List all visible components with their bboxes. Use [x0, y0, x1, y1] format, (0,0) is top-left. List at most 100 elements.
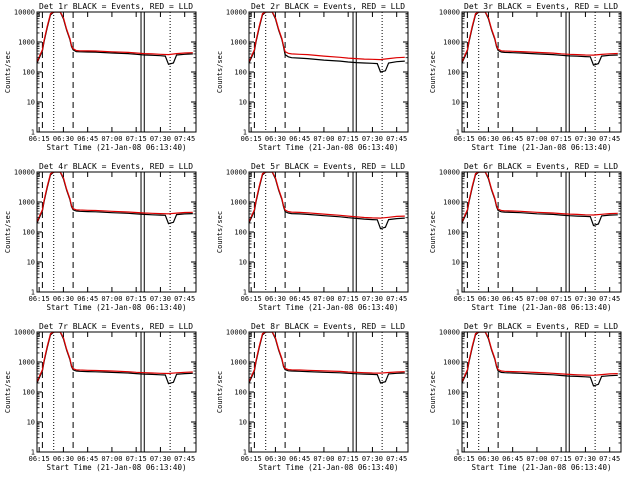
x-tick-label: 06:15: [29, 135, 50, 143]
x-tick-label: 06:30: [53, 455, 74, 463]
y-axis-label: Counts/sec: [4, 211, 12, 253]
x-tick-label: 07:45: [599, 135, 620, 143]
y-axis-label: Counts/sec: [429, 211, 437, 253]
y-tick-label: 1000: [230, 199, 247, 207]
y-tick-label: 10000: [14, 329, 35, 337]
lld-series-line: [37, 12, 193, 62]
x-tick-label: 07:30: [362, 135, 383, 143]
x-tick-label: 07:15: [551, 455, 572, 463]
x-axis-label: Start Time (21-Jan-08 06:13:40): [472, 463, 612, 472]
x-axis-label: Start Time (21-Jan-08 06:13:40): [472, 303, 612, 312]
x-tick-label: 06:30: [265, 455, 286, 463]
x-tick-label: 06:30: [53, 135, 74, 143]
x-tick-label: 07:45: [386, 455, 407, 463]
y-tick-label: 10000: [14, 9, 35, 17]
detector-panel-6: Det 6r BLACK = Events, RED = LLD 1 10 100 10…: [429, 162, 622, 312]
x-tick-label: 07:00: [526, 295, 547, 303]
y-tick-label: 1: [31, 449, 35, 457]
y-tick-label: 10: [452, 99, 460, 107]
y-axis-label: Counts/sec: [4, 371, 12, 413]
x-tick-label: 07:45: [386, 135, 407, 143]
y-tick-label: 100: [234, 229, 247, 237]
y-tick-label: 10: [239, 99, 247, 107]
x-tick-label: 06:45: [77, 295, 98, 303]
x-tick-label: 06:15: [454, 295, 475, 303]
x-tick-label: 07:30: [362, 295, 383, 303]
y-tick-label: 10000: [14, 169, 35, 177]
x-tick-label: 06:45: [289, 455, 310, 463]
x-tick-label: 06:30: [265, 295, 286, 303]
lld-series-line: [37, 172, 193, 222]
y-axis-label: Counts/sec: [429, 371, 437, 413]
x-tick-label: 06:45: [77, 135, 98, 143]
y-tick-label: 1000: [18, 359, 35, 367]
y-tick-label: 10: [27, 419, 35, 427]
x-tick-label: 06:45: [289, 135, 310, 143]
detector-panel-7: Det 7r BLACK = Events, RED = LLD 1 10 100 10…: [4, 322, 197, 472]
x-tick-label: 06:30: [478, 135, 499, 143]
panel-title: Det 7r BLACK = Events, RED = LLD: [39, 322, 193, 331]
x-tick-label: 07:30: [575, 295, 596, 303]
lld-series-line: [462, 12, 618, 62]
y-tick-label: 1000: [18, 39, 35, 47]
y-tick-label: 10: [27, 259, 35, 267]
y-tick-label: 10: [452, 259, 460, 267]
x-tick-label: 06:15: [29, 455, 50, 463]
panel-title: Det 6r BLACK = Events, RED = LLD: [464, 162, 618, 171]
x-tick-label: 07:30: [575, 455, 596, 463]
panel-title: Det 8r BLACK = Events, RED = LLD: [251, 322, 405, 331]
y-tick-label: 10: [27, 99, 35, 107]
x-tick-label: 07:30: [150, 295, 171, 303]
y-tick-label: 1000: [443, 359, 460, 367]
x-axis-label: Start Time (21-Jan-08 06:13:40): [259, 143, 399, 152]
y-tick-label: 100: [22, 389, 35, 397]
x-tick-label: 06:45: [502, 455, 523, 463]
y-tick-label: 10000: [226, 9, 247, 17]
detector-panel-1: Det 1r BLACK = Events, RED = LLD 1 10 100 10…: [4, 2, 197, 152]
lld-series-line: [462, 172, 618, 222]
y-tick-label: 1: [31, 129, 35, 137]
x-tick-label: 07:30: [150, 455, 171, 463]
x-tick-label: 07:00: [101, 135, 122, 143]
lld-series-line: [37, 332, 193, 382]
x-tick-label: 06:15: [29, 295, 50, 303]
x-tick-label: 07:00: [313, 295, 334, 303]
lld-series-line: [462, 332, 618, 382]
x-tick-label: 07:15: [126, 455, 147, 463]
x-tick-label: 07:15: [551, 295, 572, 303]
y-tick-label: 1: [456, 449, 460, 457]
y-axis-label: Counts/sec: [216, 371, 224, 413]
detector-panel-5: Det 5r BLACK = Events, RED = LLD 1 10 100 10…: [216, 162, 409, 312]
x-tick-label: 06:45: [77, 455, 98, 463]
x-tick-label: 07:00: [313, 135, 334, 143]
y-tick-label: 1: [456, 129, 460, 137]
x-tick-label: 07:30: [575, 135, 596, 143]
y-tick-label: 10: [239, 259, 247, 267]
x-tick-label: 07:30: [362, 455, 383, 463]
x-tick-label: 06:45: [502, 135, 523, 143]
x-tick-label: 07:00: [526, 455, 547, 463]
x-tick-label: 07:45: [386, 295, 407, 303]
y-axis-label: Counts/sec: [4, 51, 12, 93]
y-tick-label: 10000: [226, 169, 247, 177]
x-tick-label: 07:15: [551, 135, 572, 143]
x-tick-label: 07:15: [338, 135, 359, 143]
panel-title: Det 9r BLACK = Events, RED = LLD: [464, 322, 618, 331]
x-tick-label: 06:15: [241, 455, 262, 463]
x-tick-label: 07:00: [526, 135, 547, 143]
detector-panel-2: Det 2r BLACK = Events, RED = LLD 1 10 100 10…: [216, 2, 409, 152]
y-tick-label: 1: [31, 289, 35, 297]
y-tick-label: 1000: [230, 39, 247, 47]
panel-title: Det 4r BLACK = Events, RED = LLD: [39, 162, 193, 171]
detector-panel-4: Det 4r BLACK = Events, RED = LLD 1 10 100 10…: [4, 162, 197, 312]
x-axis-label: Start Time (21-Jan-08 06:13:40): [472, 143, 612, 152]
y-tick-label: 10000: [226, 329, 247, 337]
x-axis-label: Start Time (21-Jan-08 06:13:40): [47, 143, 187, 152]
x-axis-label: Start Time (21-Jan-08 06:13:40): [259, 303, 399, 312]
x-tick-label: 07:30: [150, 135, 171, 143]
y-tick-label: 100: [22, 229, 35, 237]
y-tick-label: 100: [447, 229, 460, 237]
y-tick-label: 1: [243, 129, 247, 137]
